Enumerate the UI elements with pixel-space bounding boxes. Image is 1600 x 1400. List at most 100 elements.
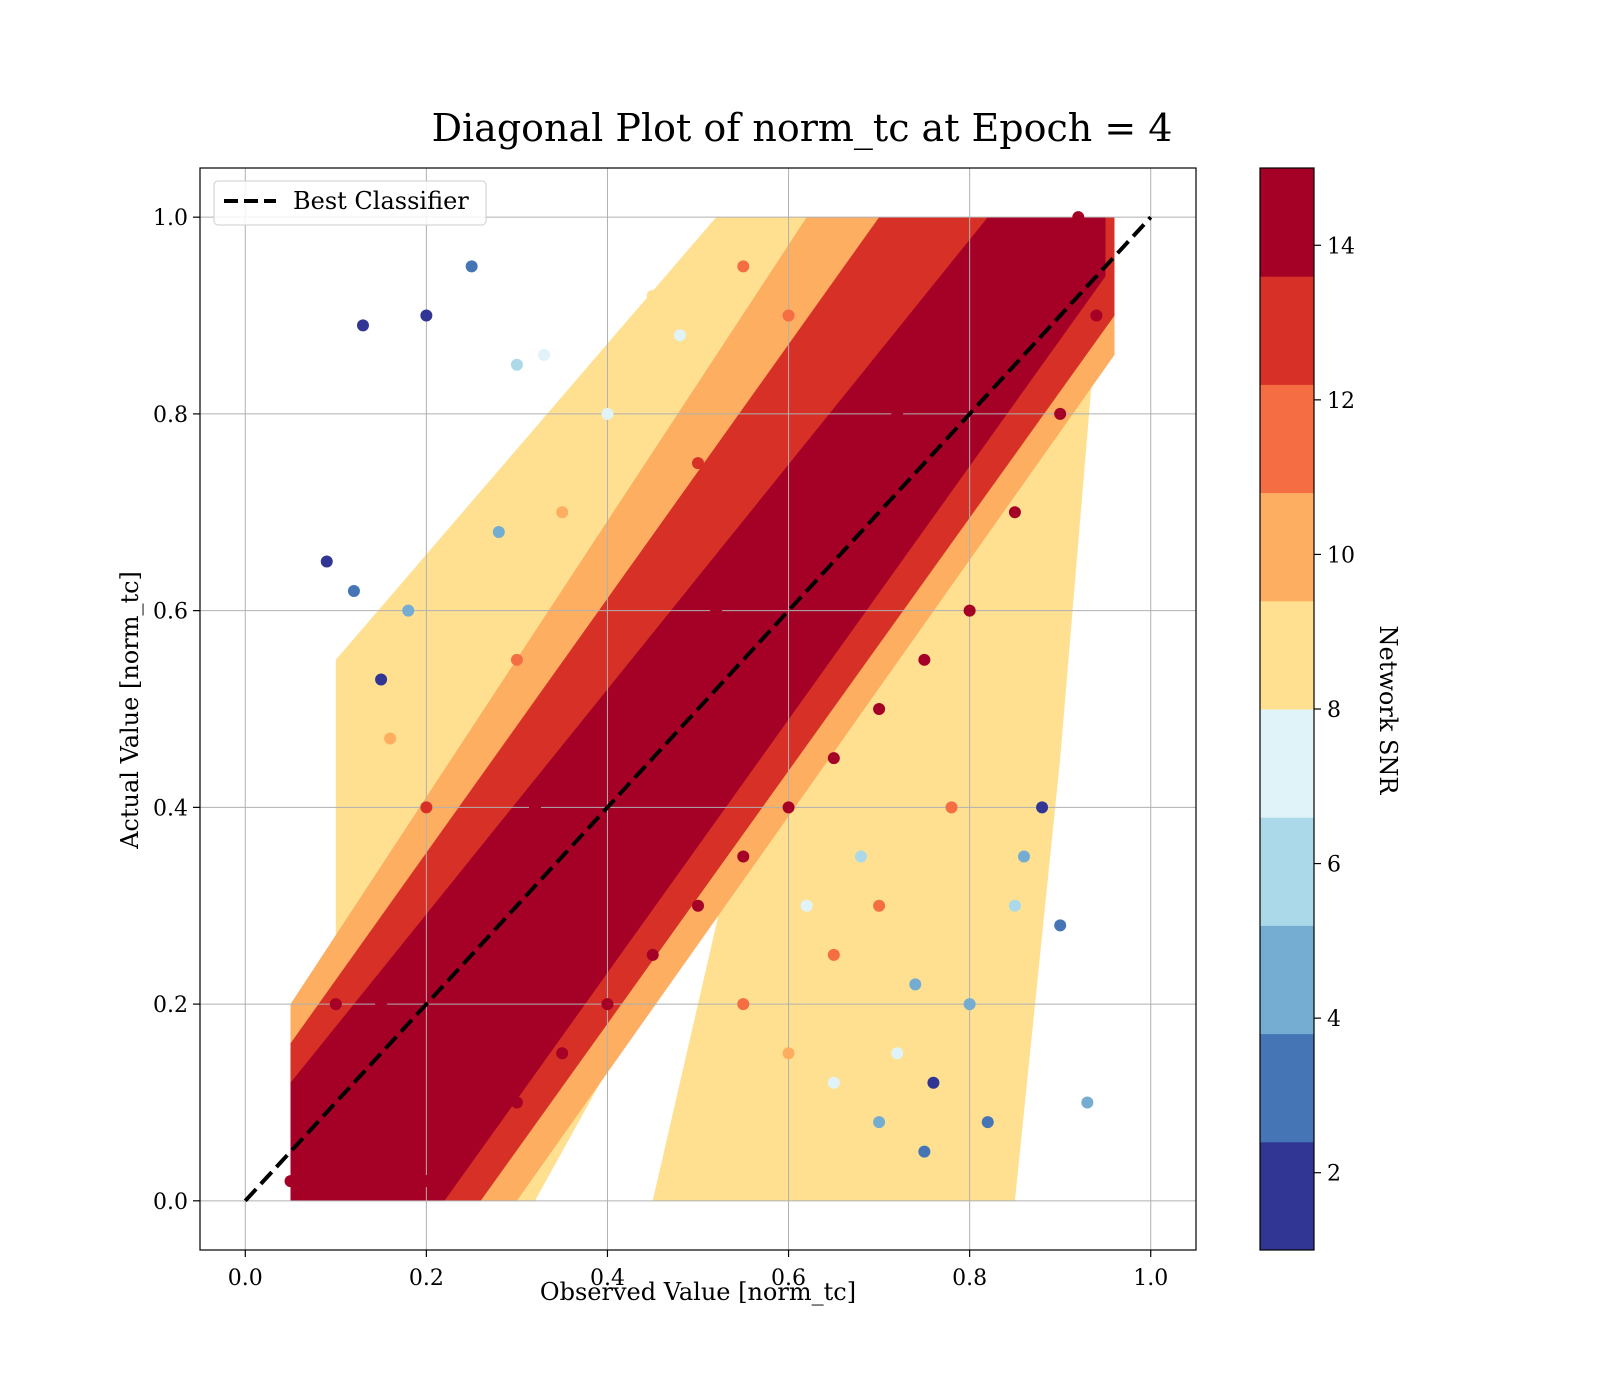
- data-point: [945, 801, 958, 814]
- data-point: [556, 752, 569, 765]
- data-point: [1081, 1096, 1094, 1109]
- data-point: [1008, 260, 1021, 273]
- y-tick-label: 0.6: [153, 600, 188, 625]
- data-point: [384, 732, 397, 745]
- chart-title: Diagonal Plot of norm_tc at Epoch = 4: [432, 106, 1173, 151]
- data-point: [918, 358, 931, 371]
- data-point: [465, 870, 478, 883]
- data-point: [420, 1175, 433, 1188]
- colorbar-segment: [1260, 817, 1314, 926]
- data-point: [782, 801, 795, 814]
- y-tick-label: 0.2: [153, 993, 188, 1018]
- colorbar-tick-label: 4: [1327, 1007, 1341, 1032]
- colorbar-tick-label: 10: [1327, 543, 1355, 568]
- x-tick-label: 0.0: [228, 1266, 263, 1291]
- data-point: [538, 348, 551, 361]
- data-point: [347, 1047, 360, 1060]
- x-tick-label: 0.2: [409, 1266, 444, 1291]
- colorbar-segment: [1260, 925, 1314, 1035]
- y-axis-label: Actual Value [norm_tc]: [116, 571, 144, 850]
- data-point: [782, 1047, 795, 1060]
- data-point: [737, 555, 750, 568]
- grid-layer: [200, 168, 1196, 1250]
- data-point: [927, 1076, 940, 1089]
- colorbar-tick-label: 12: [1327, 389, 1355, 414]
- data-point: [356, 319, 369, 332]
- data-point: [583, 722, 596, 735]
- data-point: [510, 1096, 523, 1109]
- x-axis-ticks: 0.0 0.2 0.4 0.6 0.8 1.0: [228, 1250, 1168, 1291]
- data-point: [1017, 850, 1030, 863]
- colorbar-segment: [1260, 492, 1314, 602]
- data-point: [963, 998, 976, 1011]
- data-point: [800, 899, 813, 912]
- data-point: [375, 998, 388, 1011]
- colorbar-tick-label: 6: [1327, 853, 1341, 878]
- data-point: [673, 329, 686, 342]
- data-point: [465, 260, 478, 273]
- colorbar-segment: [1260, 1033, 1314, 1143]
- legend: Best Classifier: [213, 180, 487, 226]
- reference-line-layer: [243, 215, 1153, 1203]
- data-point: [873, 1116, 886, 1129]
- best-classifier-line: [243, 215, 1153, 1203]
- data-point: [492, 850, 505, 863]
- colorbar-segment: [1260, 600, 1314, 710]
- data-point: [1054, 407, 1067, 420]
- data-point: [737, 998, 750, 1011]
- x-axis-label: Observed Value [norm_tc]: [540, 1278, 856, 1306]
- x-tick-label: 0.8: [952, 1266, 987, 1291]
- colorbar-segment: [1260, 1141, 1314, 1251]
- data-point: [737, 850, 750, 863]
- data-point: [619, 584, 632, 597]
- data-point: [909, 978, 922, 991]
- data-point: [329, 998, 342, 1011]
- data-point: [420, 309, 433, 322]
- colorbar-tick-label: 2: [1327, 1162, 1341, 1187]
- data-point: [945, 329, 958, 342]
- data-point: [646, 289, 659, 302]
- data-point: [347, 584, 360, 597]
- data-point: [375, 1184, 388, 1197]
- x-tick-label: 1.0: [1133, 1266, 1168, 1291]
- colorbar-segment: [1260, 276, 1314, 385]
- data-point: [284, 1175, 297, 1188]
- data-point: [320, 555, 333, 568]
- data-point: [420, 801, 433, 814]
- legend-label-best-classifier: Best Classifier: [293, 187, 469, 215]
- data-point: [710, 1096, 723, 1109]
- colorbar-tick-label: 14: [1327, 234, 1355, 259]
- data-point: [1008, 506, 1021, 519]
- data-point: [981, 309, 994, 322]
- data-point: [1036, 230, 1049, 243]
- data-point: [646, 653, 659, 666]
- data-point: [692, 457, 704, 470]
- data-point: [311, 1145, 324, 1158]
- data-point: [854, 850, 867, 863]
- data-point: [438, 899, 451, 912]
- legend-box: [213, 180, 487, 226]
- plot-frame: [199, 167, 1197, 1251]
- data-point: [601, 998, 614, 1011]
- data-point: [764, 525, 777, 538]
- data-point: [1008, 899, 1021, 912]
- colorbar-segment: [1260, 384, 1314, 494]
- data-point: [782, 309, 795, 322]
- data-point: [800, 506, 813, 519]
- data-point: [981, 1116, 994, 1129]
- points-layer: [284, 211, 1103, 1197]
- colorbar-segment: [1260, 709, 1314, 818]
- data-point: [827, 948, 840, 961]
- y-axis-ticks: 0.0 0.2 0.4 0.6 0.8 1.0: [153, 206, 200, 1215]
- y-tick-label: 0.8: [153, 403, 188, 428]
- data-point: [1054, 919, 1067, 932]
- colorbar-segment: [1260, 168, 1314, 277]
- data-point: [827, 1076, 840, 1089]
- data-point: [827, 457, 840, 470]
- data-point: [1072, 211, 1085, 224]
- data-point: [673, 624, 686, 637]
- colorbar-tick-label: 8: [1327, 698, 1341, 723]
- data-point: [601, 407, 614, 420]
- data-point: [375, 673, 388, 686]
